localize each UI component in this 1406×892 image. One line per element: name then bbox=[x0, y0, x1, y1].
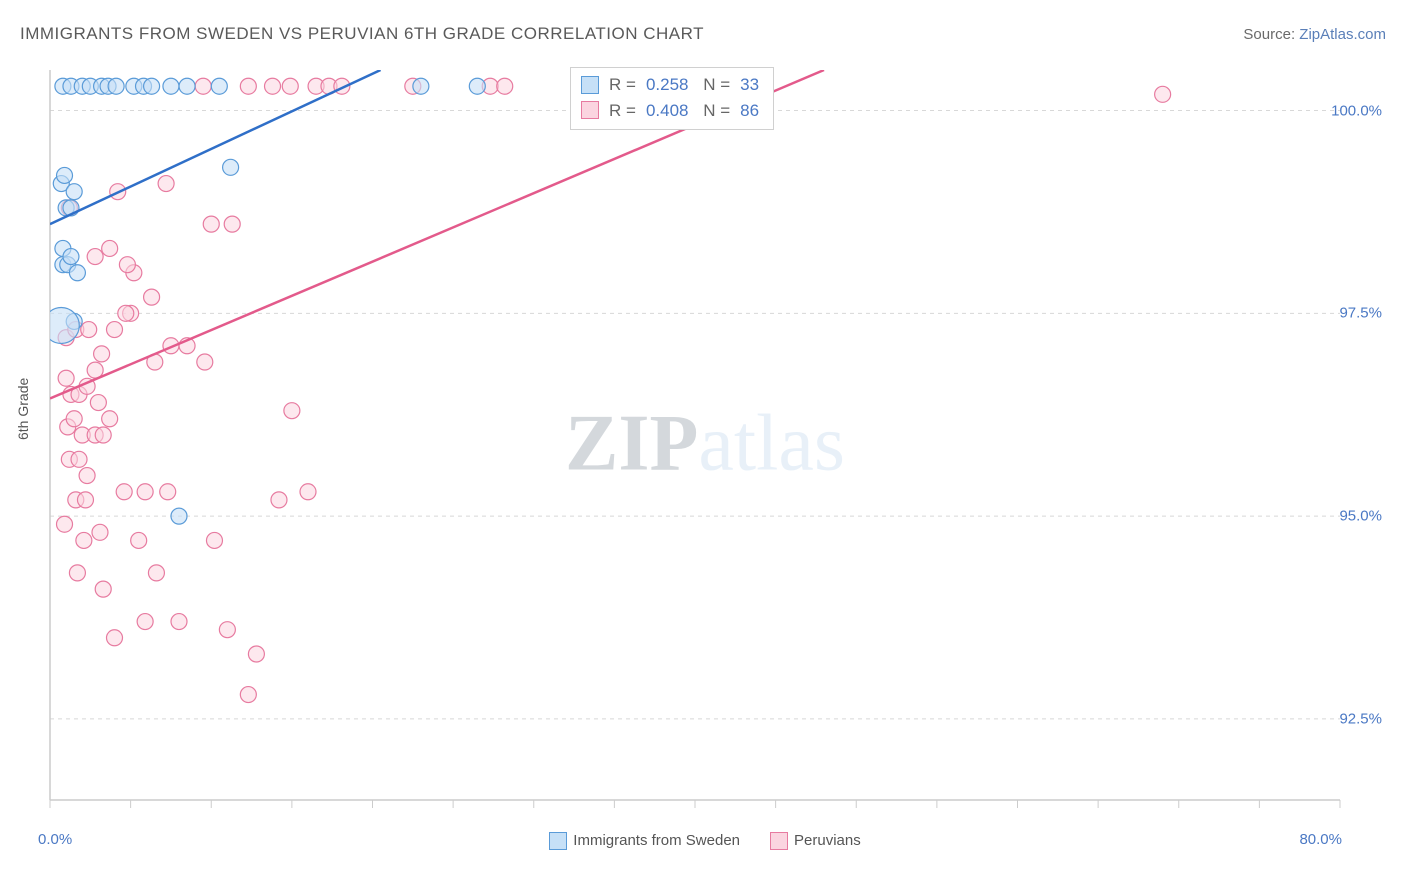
legend-row-sweden: R = 0.258 N = 33 bbox=[581, 72, 759, 98]
legend-row-peruvian: R = 0.408 N = 86 bbox=[581, 98, 759, 124]
chart-title: IMMIGRANTS FROM SWEDEN VS PERUVIAN 6TH G… bbox=[20, 24, 704, 44]
legend-swatch-sweden bbox=[581, 76, 599, 94]
source-link[interactable]: ZipAtlas.com bbox=[1299, 26, 1386, 43]
header: IMMIGRANTS FROM SWEDEN VS PERUVIAN 6TH G… bbox=[0, 0, 1406, 54]
chart-container: 6th Grade ZIPatlas R = 0.258 N = 33 R = … bbox=[20, 60, 1390, 860]
legend-swatch-icon bbox=[770, 832, 788, 850]
y-tick-label: 100.0% bbox=[1331, 102, 1382, 119]
series-legend: Immigrants from Sweden Peruvians bbox=[20, 832, 1390, 850]
correlation-legend: R = 0.258 N = 33 R = 0.408 N = 86 bbox=[570, 67, 774, 130]
y-tick-label: 92.5% bbox=[1339, 710, 1382, 727]
y-tick-label: 97.5% bbox=[1339, 305, 1382, 322]
legend-swatch-icon bbox=[549, 832, 567, 850]
legend-swatch-peruvian bbox=[581, 101, 599, 119]
y-tick-label: 95.0% bbox=[1339, 508, 1382, 525]
legend-item-sweden: Immigrants from Sweden bbox=[549, 832, 740, 850]
scatter-plot bbox=[20, 60, 1390, 860]
source-label: Source: ZipAtlas.com bbox=[1243, 26, 1386, 43]
legend-item-peruvian: Peruvians bbox=[770, 832, 861, 850]
